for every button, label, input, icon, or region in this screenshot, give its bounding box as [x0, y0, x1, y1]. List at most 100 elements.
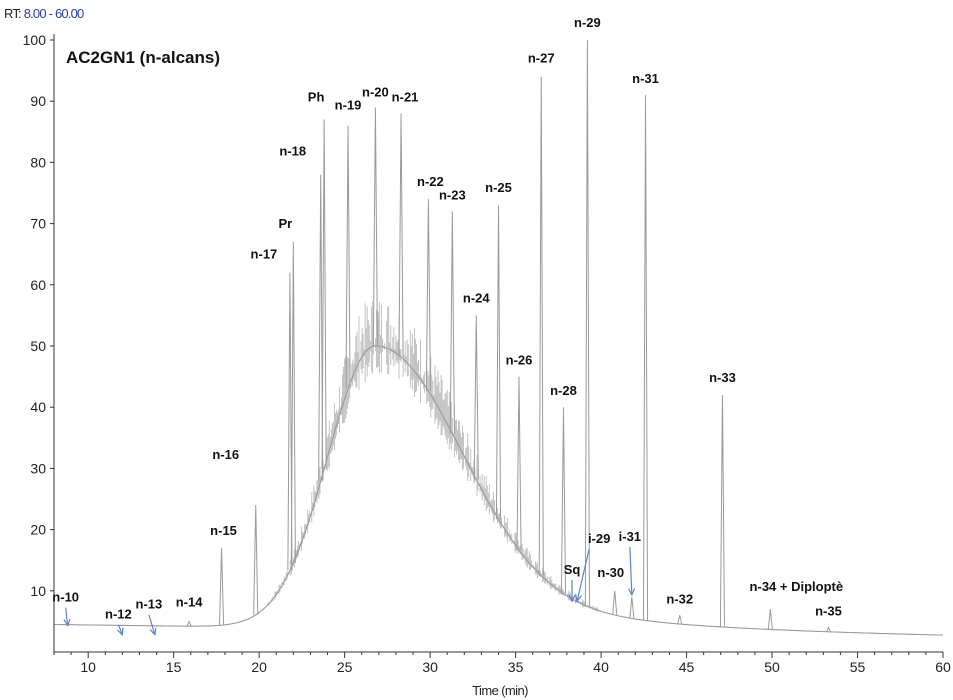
peak-i-31 — [629, 596, 635, 619]
peak-label-n-34-diplopt-: n-34 + Diploptè — [750, 579, 844, 594]
arrow-head — [575, 594, 582, 603]
x-tick-label: 35 — [508, 659, 524, 675]
peak-label-n-22: n-22 — [417, 174, 444, 189]
arrow-head — [628, 588, 636, 597]
peak-arrows — [63, 546, 636, 637]
peak-label-n-33: n-33 — [709, 370, 736, 385]
arrow-head — [63, 618, 71, 627]
arrow-head — [568, 594, 576, 603]
x-tick-label: 55 — [850, 659, 866, 675]
peak-n-16 — [253, 505, 259, 615]
peak-labels: n-10 n-12 n-13 n-14 n-15 n-16 n-17 Pr n-18 Ph n-19… — [52, 15, 843, 622]
arrow-line — [629, 546, 633, 595]
arrow-head — [116, 627, 124, 636]
peak-label-ph: Ph — [308, 90, 325, 105]
peak-label-i-29: i-29 — [588, 531, 610, 546]
peak-label-n-31: n-31 — [632, 71, 659, 86]
y-tick-label: 90 — [30, 93, 46, 109]
peak-n-31 — [642, 95, 649, 621]
x-axis-label: Time (min) — [472, 683, 528, 698]
peak-label-n-29: n-29 — [574, 15, 601, 30]
peak-label-n-17: n-17 — [251, 247, 278, 262]
peak-n-18 — [318, 174, 324, 482]
peak-label-n-15: n-15 — [210, 523, 237, 538]
peaks-layer — [65, 39, 831, 632]
peak-label-n-32: n-32 — [666, 591, 693, 606]
peak-label-n-27: n-27 — [528, 51, 555, 66]
peak-n-22 — [425, 199, 431, 392]
peak-label-n-19: n-19 — [335, 98, 362, 113]
peak-label-n-20: n-20 — [362, 84, 389, 99]
arrow-line — [148, 614, 156, 635]
x-tick-label: 15 — [166, 659, 182, 675]
peak-n-28 — [560, 407, 567, 594]
y-tick-label: 40 — [30, 399, 46, 415]
x-tick-label: 60 — [935, 659, 951, 675]
noise-layer — [267, 301, 601, 612]
x-tick-label: 40 — [593, 659, 609, 675]
peak-label-sq: Sq — [564, 562, 581, 577]
x-tick-label: 50 — [764, 659, 780, 675]
y-tick-label: 20 — [30, 522, 46, 538]
rt-range-label: RT: 8.00 - 60.00 — [4, 6, 85, 21]
peak-label-n-21: n-21 — [392, 89, 419, 104]
peak-label-n-24: n-24 — [463, 290, 491, 305]
rt-prefix: RT: — [4, 6, 22, 21]
peak-label-n-23: n-23 — [439, 187, 466, 202]
peak-pr — [290, 241, 296, 563]
y-tick-label: 80 — [30, 154, 46, 170]
x-tick-label: 30 — [422, 659, 438, 675]
chart-title: AC2GN1 (n-alcans) — [66, 48, 220, 67]
axes — [53, 34, 943, 653]
x-tick-label: 20 — [251, 659, 267, 675]
peak-n-30 — [612, 590, 618, 616]
peak-label-n-30: n-30 — [597, 565, 624, 580]
y-tick-label: 30 — [30, 460, 46, 476]
peak-label-n-35: n-35 — [815, 604, 842, 619]
peak-n-21 — [398, 113, 404, 357]
peak-n-25 — [495, 205, 502, 520]
peak-label-i-31: i-31 — [619, 529, 641, 544]
y-tick-label: 50 — [30, 338, 46, 354]
peak-n-29 — [584, 39, 590, 607]
peak-label-n-14: n-14 — [176, 594, 204, 609]
arrow-head — [149, 627, 157, 637]
peak-n-26 — [516, 376, 522, 550]
y-tick-label: 100 — [23, 32, 47, 48]
peak-n-20 — [372, 107, 378, 347]
y-tick-label: 70 — [30, 216, 46, 232]
y-ticks: 10 20 30 40 50 60 70 80 90 100 — [23, 32, 54, 599]
rt-range: 8.00 - 60.00 — [23, 6, 85, 21]
peak-label-n-28: n-28 — [550, 383, 577, 398]
x-tick-label: 10 — [80, 659, 96, 675]
peak-n-27 — [538, 76, 544, 576]
arrow-line — [117, 624, 123, 635]
peak-n-23 — [449, 211, 455, 434]
peak-label-n-13: n-13 — [136, 597, 163, 612]
peak-n-34-diplopt- — [767, 609, 773, 630]
peak-n-17 — [287, 272, 293, 571]
peak-label-n-18: n-18 — [279, 144, 306, 159]
peak-ph — [321, 119, 327, 470]
x-tick-label: 25 — [337, 659, 353, 675]
peak-n-14 — [186, 620, 192, 627]
y-tick-label: 60 — [30, 277, 46, 293]
x-tick-label: 45 — [679, 659, 695, 675]
peak-n-24 — [473, 315, 479, 480]
y-tick-label: 10 — [30, 583, 46, 599]
arrow-line — [576, 548, 590, 602]
peak-label-n-25: n-25 — [485, 180, 512, 195]
hump-trace — [54, 345, 943, 636]
peak-label-n-16: n-16 — [212, 447, 239, 462]
peak-n-15 — [218, 547, 225, 626]
peak-label-pr: Pr — [278, 216, 292, 231]
peak-n-33 — [719, 394, 726, 627]
peak-n-19 — [345, 125, 351, 389]
peak-n-35 — [825, 626, 831, 632]
peak-n-32 — [677, 615, 683, 625]
peak-label-n-26: n-26 — [506, 353, 533, 368]
peak-label-n-10: n-10 — [52, 590, 79, 605]
x-ticks: 10 15 20 25 30 35 40 45 50 55 60 — [53, 652, 951, 675]
peak-label-n-12: n-12 — [105, 607, 132, 622]
